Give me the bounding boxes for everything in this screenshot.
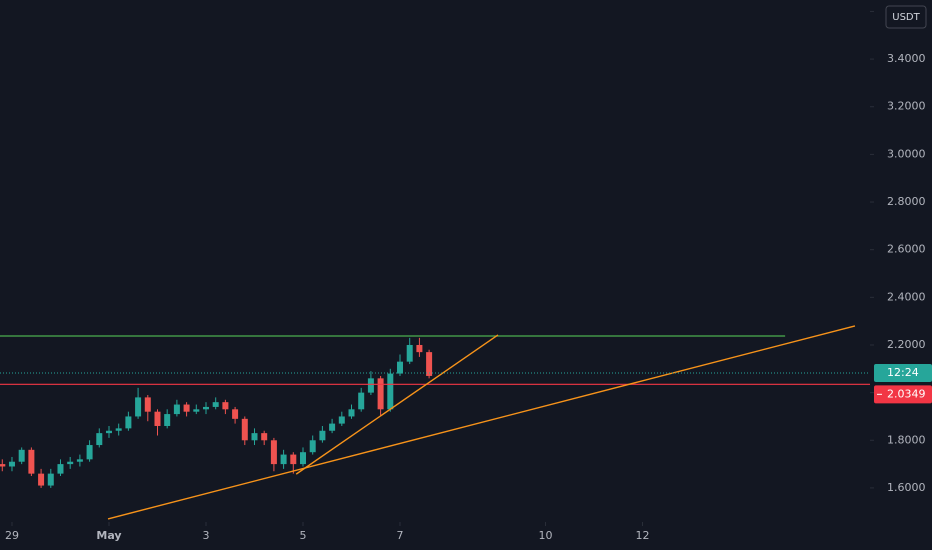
candle-body <box>96 433 103 446</box>
candle-body <box>348 409 355 417</box>
candle-body <box>183 404 190 412</box>
candle-body <box>290 454 297 465</box>
currency-label: USDT <box>892 12 920 23</box>
candle-body <box>280 454 287 465</box>
candle-body <box>164 414 171 426</box>
candle-body <box>397 361 404 374</box>
y-tick-label: 1.8000 <box>887 433 926 446</box>
y-tick-label: 3.0000 <box>887 147 926 160</box>
trendline <box>295 334 499 475</box>
price-label-box <box>874 385 932 404</box>
candle-body <box>144 397 151 412</box>
candle-body <box>28 449 35 474</box>
candle-body <box>105 430 112 434</box>
candle-body <box>232 409 239 419</box>
trendline <box>107 325 856 520</box>
x-tick-label: 5 <box>299 529 306 542</box>
candle-body <box>338 416 345 424</box>
currency-box <box>885 5 927 29</box>
candle-body <box>319 430 326 441</box>
candle-body <box>212 402 219 407</box>
y-tick-label: 2.4000 <box>887 290 926 303</box>
x-tick-label: 7 <box>397 529 404 542</box>
candle-body <box>193 409 200 412</box>
x-tick-label: 29 <box>5 529 19 542</box>
candle-body <box>426 352 433 376</box>
candle-body <box>8 461 15 467</box>
candle-body <box>299 452 306 465</box>
candle-body <box>251 433 258 441</box>
candle-body <box>309 440 316 453</box>
candle-body <box>270 440 277 465</box>
candle-body <box>416 344 423 353</box>
candle-body <box>135 397 142 417</box>
candle-body <box>222 402 229 410</box>
candle-body <box>18 449 25 462</box>
x-tick-label: 12 <box>636 529 650 542</box>
candle-body <box>406 344 413 362</box>
candle-body <box>0 464 6 467</box>
y-tick-label: 2.6000 <box>887 243 926 256</box>
candle-body <box>38 473 45 486</box>
candle-body <box>241 418 248 441</box>
countdown-label: 12:24 <box>887 366 919 379</box>
candle-body <box>367 378 374 393</box>
x-tick-label: 10 <box>539 529 553 542</box>
y-tick-label: 3.4000 <box>887 52 926 65</box>
candle-body <box>76 459 83 462</box>
candle-body <box>125 416 132 429</box>
x-tick-label: 3 <box>202 529 209 542</box>
candle-body <box>57 464 64 474</box>
countdown-box <box>874 364 932 383</box>
candle-body <box>358 392 365 410</box>
plot-area <box>0 325 870 520</box>
candle-body <box>329 423 336 431</box>
candle-body <box>47 473 54 486</box>
price-label: 2.0349 <box>887 387 926 400</box>
candle-body <box>67 461 74 465</box>
candle-body <box>261 433 268 441</box>
candle-body <box>154 411 161 426</box>
candle-body <box>387 373 394 410</box>
y-tick-label: 1.6000 <box>887 481 926 494</box>
y-tick-label: 3.2000 <box>887 100 926 113</box>
y-tick-label: 2.8000 <box>887 195 926 208</box>
candle-body <box>202 406 209 410</box>
x-tick-label: May <box>96 529 121 542</box>
candle-body <box>115 428 122 431</box>
candle-body <box>86 445 93 460</box>
candle-body <box>377 378 384 410</box>
candle-body <box>173 404 180 415</box>
y-tick-label: 2.2000 <box>887 338 926 351</box>
